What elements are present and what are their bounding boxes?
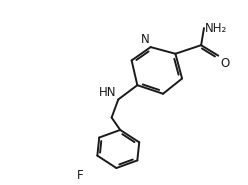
Text: F: F bbox=[76, 169, 83, 182]
Text: HN: HN bbox=[99, 85, 116, 98]
Text: O: O bbox=[220, 57, 229, 70]
Text: NH₂: NH₂ bbox=[205, 21, 227, 35]
Text: N: N bbox=[141, 33, 150, 46]
